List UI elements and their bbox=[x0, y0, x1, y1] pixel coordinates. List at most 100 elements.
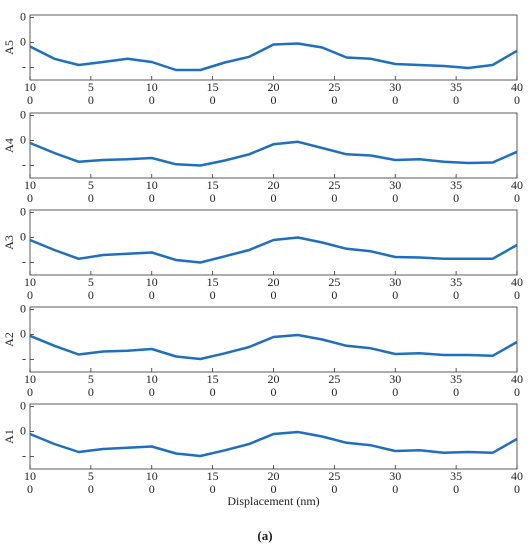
x-tick-label: 15 bbox=[207, 469, 219, 483]
x-axis-label: Displacement (nm) bbox=[227, 494, 319, 508]
x-tick-label: 20 bbox=[268, 275, 280, 289]
x-tick-sublabel: 0 bbox=[271, 191, 277, 205]
x-tick-label: 40 bbox=[511, 372, 523, 386]
x-tick-label: 10 bbox=[24, 80, 36, 94]
data-line bbox=[29, 42, 518, 72]
x-tick-label: 10 bbox=[146, 372, 158, 386]
x-tick-label: 30 bbox=[389, 372, 401, 386]
x-tick-label: 5 bbox=[88, 469, 94, 483]
x-tick-label: 15 bbox=[207, 80, 219, 94]
axes-box bbox=[29, 403, 518, 470]
x-tick-sublabel: 0 bbox=[331, 191, 337, 205]
x-tick-sublabel: 0 bbox=[88, 191, 94, 205]
x-tick-sublabel: 0 bbox=[27, 191, 33, 205]
y-tick-label: 0 bbox=[20, 132, 26, 146]
y-tick-label: - bbox=[22, 448, 26, 462]
y-tick-label: - bbox=[22, 59, 26, 73]
x-tick-label: 10 bbox=[24, 178, 36, 192]
x-tick-label: 10 bbox=[24, 275, 36, 289]
x-tick-sublabel: 0 bbox=[514, 288, 520, 302]
y-tick-label: 0 bbox=[20, 301, 26, 315]
x-tick-label: 15 bbox=[207, 178, 219, 192]
x-tick-sublabel: 0 bbox=[149, 385, 155, 399]
x-tick-sublabel: 0 bbox=[149, 482, 155, 496]
y-tick-label: 0 bbox=[20, 229, 26, 243]
x-tick-label: 20 bbox=[268, 178, 280, 192]
y-axis-label: A1 bbox=[2, 429, 16, 444]
x-tick-sublabel: 0 bbox=[392, 288, 398, 302]
x-tick-label: 25 bbox=[328, 275, 340, 289]
y-axis-label: A4 bbox=[2, 138, 16, 153]
x-tick-label: 30 bbox=[389, 469, 401, 483]
x-tick-sublabel: 0 bbox=[210, 93, 216, 107]
x-tick-sublabel: 0 bbox=[149, 191, 155, 205]
x-tick-sublabel: 0 bbox=[453, 288, 459, 302]
x-tick-label: 40 bbox=[511, 275, 523, 289]
x-tick-sublabel: 0 bbox=[514, 385, 520, 399]
x-tick-label: 5 bbox=[88, 275, 94, 289]
x-tick-label: 10 bbox=[24, 469, 36, 483]
x-tick-label: 10 bbox=[146, 178, 158, 192]
y-axis-label: A5 bbox=[2, 40, 16, 55]
x-tick-sublabel: 0 bbox=[210, 288, 216, 302]
x-tick-label: 35 bbox=[450, 469, 462, 483]
x-tick-sublabel: 0 bbox=[210, 482, 216, 496]
x-tick-sublabel: 0 bbox=[331, 93, 337, 107]
y-axis-label: A3 bbox=[2, 235, 16, 250]
y-tick-label: 0 bbox=[20, 204, 26, 218]
x-tick-sublabel: 0 bbox=[88, 385, 94, 399]
x-tick-sublabel: 0 bbox=[88, 288, 94, 302]
y-tick-label: 0 bbox=[20, 423, 26, 437]
x-tick-label: 30 bbox=[389, 80, 401, 94]
x-tick-label: 5 bbox=[88, 80, 94, 94]
x-tick-label: 15 bbox=[207, 372, 219, 386]
x-tick-label: 40 bbox=[511, 80, 523, 94]
x-tick-label: 10 bbox=[146, 275, 158, 289]
x-tick-label: 10 bbox=[146, 80, 158, 94]
x-tick-label: 40 bbox=[511, 178, 523, 192]
x-tick-sublabel: 0 bbox=[210, 191, 216, 205]
x-tick-sublabel: 0 bbox=[392, 385, 398, 399]
y-axis-label: A2 bbox=[2, 332, 16, 347]
x-tick-label: 10 bbox=[146, 469, 158, 483]
axes-box bbox=[29, 306, 518, 373]
y-tick-label: - bbox=[22, 351, 26, 365]
x-tick-label: 5 bbox=[88, 372, 94, 386]
caption: (a) bbox=[257, 528, 272, 543]
x-tick-label: 20 bbox=[268, 469, 280, 483]
x-tick-label: 30 bbox=[389, 275, 401, 289]
x-tick-label: 25 bbox=[328, 178, 340, 192]
y-tick-label: 0 bbox=[20, 398, 26, 412]
data-line bbox=[29, 140, 518, 167]
x-tick-sublabel: 0 bbox=[27, 93, 33, 107]
data-line bbox=[29, 236, 518, 264]
x-tick-label: 35 bbox=[450, 372, 462, 386]
axes-box bbox=[29, 209, 518, 276]
x-tick-sublabel: 0 bbox=[271, 93, 277, 107]
x-tick-label: 25 bbox=[328, 80, 340, 94]
x-tick-sublabel: 0 bbox=[514, 191, 520, 205]
x-tick-sublabel: 0 bbox=[27, 288, 33, 302]
x-tick-sublabel: 0 bbox=[453, 93, 459, 107]
y-tick-label: 0 bbox=[20, 9, 26, 23]
y-tick-label: 0 bbox=[20, 34, 26, 48]
x-tick-sublabel: 0 bbox=[210, 385, 216, 399]
x-tick-sublabel: 0 bbox=[27, 482, 33, 496]
data-line bbox=[29, 430, 518, 458]
x-tick-sublabel: 0 bbox=[453, 385, 459, 399]
y-tick-label: 0 bbox=[20, 107, 26, 121]
x-tick-sublabel: 0 bbox=[453, 191, 459, 205]
x-tick-sublabel: 0 bbox=[149, 288, 155, 302]
x-tick-sublabel: 0 bbox=[271, 288, 277, 302]
x-tick-sublabel: 0 bbox=[271, 385, 277, 399]
x-tick-label: 25 bbox=[328, 372, 340, 386]
x-tick-sublabel: 0 bbox=[331, 482, 337, 496]
x-tick-label: 25 bbox=[328, 469, 340, 483]
x-tick-sublabel: 0 bbox=[88, 93, 94, 107]
y-tick-label: - bbox=[22, 157, 26, 171]
x-tick-label: 20 bbox=[268, 372, 280, 386]
x-tick-label: 30 bbox=[389, 178, 401, 192]
x-tick-sublabel: 0 bbox=[88, 482, 94, 496]
x-tick-label: 35 bbox=[450, 275, 462, 289]
